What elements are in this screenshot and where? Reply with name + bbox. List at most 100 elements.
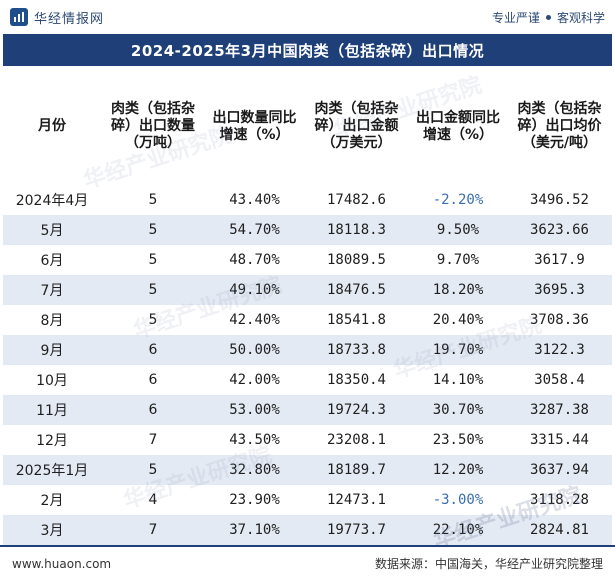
cell-month: 2024年4月 [15, 193, 89, 209]
footer-source: 数据来源：中国海关，华经产业研究院整理 [374, 557, 603, 571]
cell-quantity-growth: 53.00% [205, 395, 304, 425]
cell-quantity-growth: 42.00% [229, 372, 280, 388]
cell-amount-growth: 23.50% [432, 432, 484, 448]
cell-amount: 18733.8 [304, 335, 409, 365]
cell-amount-growth: 22.10% [409, 515, 507, 545]
table-row: 10月 6 42.00% 18350.4 14.10% 3058.4 [3, 365, 612, 395]
cell-quantity: 6 [101, 395, 205, 425]
cell-quantity: 4 [148, 492, 158, 508]
cell-quantity: 7 [101, 515, 205, 545]
cell-amount: 23208.1 [326, 432, 386, 448]
cell-quantity: 5 [148, 252, 158, 268]
cell-quantity: 5 [148, 312, 158, 328]
cell-avg-price: 3118.28 [529, 492, 589, 508]
table-row: 3月 7 37.10% 19773.7 22.10% 2824.81 [3, 515, 612, 545]
cell-amount-growth: 14.10% [432, 372, 484, 388]
export-table: 月份 肉类（包括杂碎）出口数量（万吨） 出口数量同比增速（%） 肉类（包括杂碎）… [3, 68, 612, 545]
cell-month: 5月 [3, 215, 101, 245]
brand: 华经情报网 [10, 8, 104, 27]
table-row: 9月 6 50.00% 18733.8 19.70% 3122.3 [3, 335, 612, 365]
cell-quantity-growth: 50.00% [205, 335, 304, 365]
cell-month: 6月 [40, 253, 64, 269]
table-row: 12月 7 43.50% 23208.1 23.50% 3315.44 [3, 425, 612, 455]
cell-avg-price: 2824.81 [507, 515, 612, 545]
cell-amount-growth: 9.50% [409, 215, 507, 245]
column-header-month: 月份 [38, 118, 66, 134]
table-row: 8月 5 42.40% 18541.8 20.40% 3708.36 [3, 305, 612, 335]
cell-amount: 18189.7 [304, 455, 409, 485]
cell-avg-price: 3617.9 [534, 252, 585, 268]
cell-quantity-growth: 48.70% [229, 252, 280, 268]
cell-avg-price: 3637.94 [507, 455, 612, 485]
table-row: 6月 5 48.70% 18089.5 9.70% 3617.9 [3, 245, 612, 275]
cell-quantity-growth: 37.10% [205, 515, 304, 545]
column-header-amount-growth: 出口金额同比增速（%） [416, 109, 500, 143]
cell-amount: 17482.6 [326, 192, 386, 208]
table-row: 2025年1月 5 32.80% 18189.7 12.20% 3637.94 [3, 455, 612, 485]
dot-separator-icon [545, 14, 551, 20]
cell-month: 12月 [36, 433, 68, 449]
tagline: 专业严谨 客观科学 [492, 9, 605, 26]
page-title: 2024-2025年3月中国肉类（包括杂碎）出口情况 [3, 34, 612, 66]
cell-quantity-growth: 54.70% [205, 215, 304, 245]
cell-avg-price: 3315.44 [529, 432, 589, 448]
table-header-row: 月份 肉类（包括杂碎）出口数量（万吨） 出口数量同比增速（%） 肉类（包括杂碎）… [3, 68, 612, 185]
cell-quantity: 6 [101, 335, 205, 365]
column-header-amount: 肉类（包括杂碎）出口金额（万美元） [314, 101, 399, 151]
table-row: 2月 4 23.90% 12473.1 -3.00% 3118.28 [3, 485, 612, 515]
cell-month: 7月 [3, 275, 101, 305]
cell-month: 3月 [3, 515, 101, 545]
cell-amount: 18118.3 [304, 215, 409, 245]
cell-amount: 19773.7 [304, 515, 409, 545]
table-row: 11月 6 53.00% 19724.3 30.70% 3287.38 [3, 395, 612, 425]
cell-amount: 18350.4 [326, 372, 386, 388]
table-row: 7月 5 49.10% 18476.5 18.20% 3695.3 [3, 275, 612, 305]
cell-avg-price: 3058.4 [534, 372, 585, 388]
footer: www.huaon.com 数据来源：中国海关，华经产业研究院整理 [0, 545, 615, 580]
cell-month: 2月 [40, 493, 64, 509]
cell-amount-growth: 18.20% [409, 275, 507, 305]
cell-amount: 19724.3 [304, 395, 409, 425]
cell-quantity-growth: 32.80% [205, 455, 304, 485]
cell-amount-growth: 12.20% [409, 455, 507, 485]
cell-amount-growth: -2.20% [432, 192, 484, 208]
cell-quantity: 5 [101, 455, 205, 485]
cell-amount-growth: 30.70% [409, 395, 507, 425]
cell-amount-growth: 20.40% [432, 312, 484, 328]
cell-month: 2025年1月 [3, 455, 101, 485]
cell-quantity: 5 [148, 192, 158, 208]
cell-quantity-growth: 23.90% [229, 492, 280, 508]
table-row: 5月 5 54.70% 18118.3 9.50% 3623.66 [3, 215, 612, 245]
cell-quantity: 5 [101, 275, 205, 305]
cell-month: 8月 [40, 313, 64, 329]
cell-avg-price: 3708.36 [529, 312, 589, 328]
top-bar: 华经情报网 专业严谨 客观科学 [0, 0, 615, 34]
cell-quantity-growth: 43.40% [229, 192, 280, 208]
cell-quantity: 5 [101, 215, 205, 245]
cell-avg-price: 3122.3 [507, 335, 612, 365]
cell-month: 11月 [3, 395, 101, 425]
cell-amount: 12473.1 [326, 492, 386, 508]
cell-amount-growth: 19.70% [409, 335, 507, 365]
cell-quantity: 7 [148, 432, 158, 448]
column-header-quantity-growth: 出口数量同比增速（%） [212, 109, 297, 143]
cell-amount: 18541.8 [326, 312, 386, 328]
tagline-right: 客观科学 [556, 10, 605, 25]
cell-avg-price: 3496.52 [529, 192, 589, 208]
cell-quantity-growth: 42.40% [229, 312, 280, 328]
cell-month: 10月 [36, 373, 68, 389]
cell-amount-growth: 9.70% [436, 252, 480, 268]
cell-amount: 18089.5 [326, 252, 386, 268]
column-header-quantity: 肉类（包括杂碎）出口数量（万吨） [111, 101, 195, 151]
footer-website: www.huaon.com [12, 556, 112, 571]
column-header-avg-price: 肉类（包括杂碎）出口均价（美元/吨） [517, 101, 602, 151]
cell-quantity: 6 [148, 372, 158, 388]
cell-avg-price: 3287.38 [507, 395, 612, 425]
cell-avg-price: 3695.3 [507, 275, 612, 305]
cell-quantity-growth: 43.50% [229, 432, 280, 448]
tagline-left: 专业严谨 [491, 10, 540, 25]
cell-avg-price: 3623.66 [507, 215, 612, 245]
cell-quantity-growth: 49.10% [205, 275, 304, 305]
cell-month: 9月 [3, 335, 101, 365]
cell-amount: 18476.5 [304, 275, 409, 305]
